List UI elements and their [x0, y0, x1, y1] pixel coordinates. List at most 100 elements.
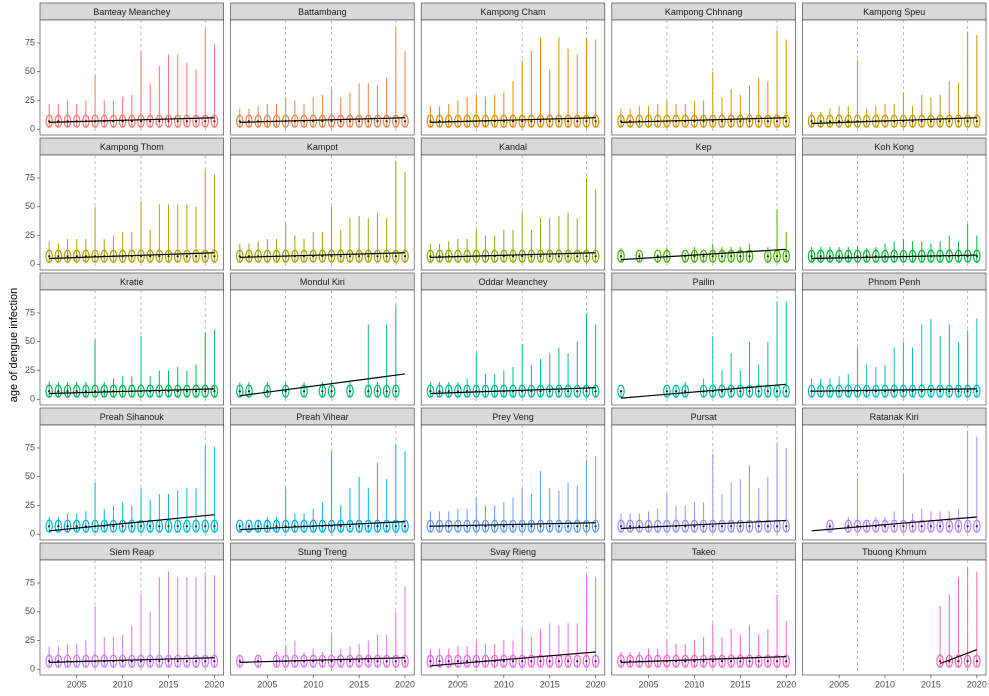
- jitter-point: [619, 390, 623, 393]
- jitter-point: [638, 525, 641, 528]
- jitter-point: [702, 525, 705, 528]
- jitter-point: [766, 255, 769, 258]
- violin: [45, 654, 53, 668]
- y-tick-label: 25: [25, 95, 35, 105]
- violin: [954, 384, 963, 398]
- violin: [708, 249, 717, 263]
- jitter-point: [57, 525, 60, 528]
- violin: [545, 114, 554, 128]
- violin: [155, 654, 164, 668]
- jitter-point: [493, 525, 496, 528]
- jitter-point: [194, 120, 198, 123]
- trend-line: [239, 252, 406, 258]
- y-tick-label: 50: [25, 471, 35, 481]
- jitter-point: [966, 390, 969, 393]
- jitter-point: [321, 390, 324, 393]
- jitter-point: [339, 660, 342, 663]
- jitter-point: [576, 255, 579, 258]
- violin: [91, 384, 99, 398]
- jitter-point: [838, 255, 841, 258]
- violin: [183, 249, 191, 263]
- violin: [201, 654, 210, 668]
- violin: [764, 519, 772, 533]
- violin: [564, 114, 572, 128]
- violin: [555, 384, 563, 398]
- strip-title: Kampong Speu: [863, 7, 925, 17]
- violin: [782, 519, 791, 533]
- violin: [509, 654, 517, 668]
- violin: [509, 114, 517, 128]
- violin: [364, 249, 373, 263]
- violin: [210, 114, 219, 128]
- violin: [54, 384, 63, 398]
- jitter-point: [720, 390, 724, 393]
- violin: [745, 519, 754, 533]
- violin: [364, 654, 373, 668]
- jitter-point: [828, 120, 832, 123]
- violin: [355, 654, 363, 668]
- jitter-point: [948, 120, 951, 123]
- jitter-point: [674, 390, 678, 393]
- violin: [754, 654, 763, 668]
- violin: [927, 384, 935, 398]
- violin: [881, 519, 889, 533]
- jitter-point: [748, 525, 751, 528]
- jitter-point: [548, 390, 551, 393]
- violin: [173, 384, 182, 398]
- violin: [582, 114, 591, 128]
- violin: [364, 114, 373, 128]
- violin: [936, 654, 944, 668]
- jitter-point: [385, 255, 388, 258]
- jitter-point: [730, 525, 733, 528]
- strip-title: Pursat: [691, 412, 718, 422]
- violin: [235, 654, 244, 668]
- jitter-point: [438, 390, 441, 393]
- x-tick-label: 2010: [875, 679, 895, 689]
- jitter-point: [194, 390, 198, 393]
- jitter-point: [429, 660, 432, 663]
- violin: [718, 519, 726, 533]
- jitter-point: [548, 525, 551, 528]
- violin: [346, 249, 354, 263]
- jitter-point: [266, 525, 269, 528]
- violin: [573, 654, 582, 668]
- violin: [235, 384, 244, 398]
- violin: [973, 114, 981, 128]
- violin: [782, 249, 791, 263]
- jitter-point: [711, 525, 714, 528]
- jitter-point: [739, 660, 742, 663]
- violin: [128, 654, 136, 668]
- y-axis-title: age of dengue infection: [8, 288, 20, 402]
- violin: [582, 249, 591, 263]
- jitter-point: [539, 255, 542, 258]
- trend-line: [239, 657, 406, 663]
- violin: [210, 384, 219, 398]
- violin: [555, 519, 563, 533]
- strip-title: Ratanak Kiri: [870, 412, 919, 422]
- trend-line: [620, 248, 787, 261]
- violin: [392, 114, 400, 128]
- violin: [183, 519, 191, 533]
- violin: [718, 249, 726, 263]
- violin: [564, 249, 572, 263]
- jitter-point: [367, 120, 370, 123]
- violin: [401, 249, 409, 263]
- strip-title: Oddar Meanchey: [478, 277, 548, 287]
- jitter-point: [530, 255, 533, 258]
- violin: [183, 384, 191, 398]
- violin: [681, 384, 690, 398]
- violin: [210, 519, 219, 533]
- violin: [118, 114, 127, 128]
- violin: [954, 654, 963, 668]
- jitter-point: [167, 120, 170, 123]
- jitter-point: [702, 255, 705, 258]
- strip-title: Prey Veng: [492, 412, 534, 422]
- violin: [364, 519, 373, 533]
- y-tick-label: 0: [30, 259, 35, 269]
- violin: [591, 654, 600, 668]
- jitter-point: [730, 390, 733, 393]
- jitter-point: [367, 390, 370, 393]
- jitter-point: [684, 390, 687, 393]
- jitter-point: [730, 255, 733, 258]
- jitter-point: [204, 660, 207, 663]
